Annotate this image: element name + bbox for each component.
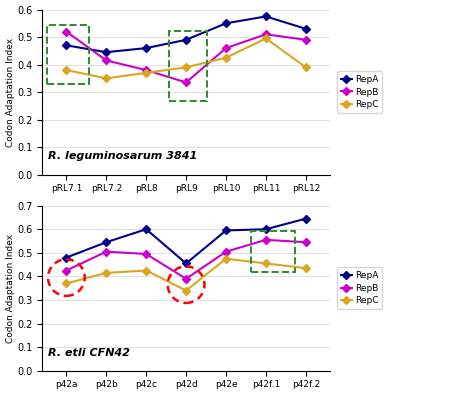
Line: RepC: RepC [64,36,309,81]
RepB [103,249,109,254]
RepA [64,255,69,260]
RepC [143,268,149,273]
RepB [303,240,309,245]
RepB [223,249,229,254]
Bar [47,24,89,84]
Legend: RepA, RepB, RepC: RepA, RepB, RepC [337,267,383,309]
Line: RepB: RepB [64,237,309,282]
RepA [143,46,149,51]
RepA [303,26,309,31]
Y-axis label: Codon Adaptation Index: Codon Adaptation Index [6,233,15,343]
Bar [251,231,295,272]
RepC [303,266,309,271]
RepA [64,43,69,48]
Line: RepC: RepC [64,256,309,293]
RepC [103,271,109,275]
RepA [223,228,229,233]
RepC [183,65,189,70]
RepC [143,70,149,75]
RepB [223,46,229,51]
Line: RepA: RepA [64,216,309,266]
RepC [303,65,309,70]
Legend: RepA, RepB, RepC: RepA, RepB, RepC [337,71,383,113]
RepC [64,68,69,72]
RepC [223,55,229,60]
RepC [103,76,109,81]
RepA [103,50,109,55]
RepA [183,38,189,42]
RepB [183,276,189,281]
RepB [183,80,189,85]
RepB [64,268,69,273]
RepB [103,58,109,63]
RepA [223,21,229,26]
RepC [263,261,269,266]
RepC [64,281,69,286]
Text: R. etli CFN42: R. etli CFN42 [48,348,130,357]
RepC [263,36,269,41]
RepA [263,227,269,231]
Line: RepB: RepB [64,29,309,85]
RepA [303,216,309,221]
RepB [143,252,149,256]
RepB [143,68,149,72]
Line: RepA: RepA [64,14,309,55]
Bar [169,31,207,101]
RepA [143,227,149,231]
Text: R. leguminosarum 3841: R. leguminosarum 3841 [48,151,198,162]
RepA [183,261,189,266]
RepA [103,240,109,245]
RepB [303,38,309,42]
RepA [263,14,269,19]
Y-axis label: Codon Adaptation Index: Codon Adaptation Index [6,38,15,147]
RepC [223,256,229,261]
RepB [263,32,269,37]
RepB [263,237,269,242]
RepB [64,29,69,34]
RepC [183,288,189,293]
